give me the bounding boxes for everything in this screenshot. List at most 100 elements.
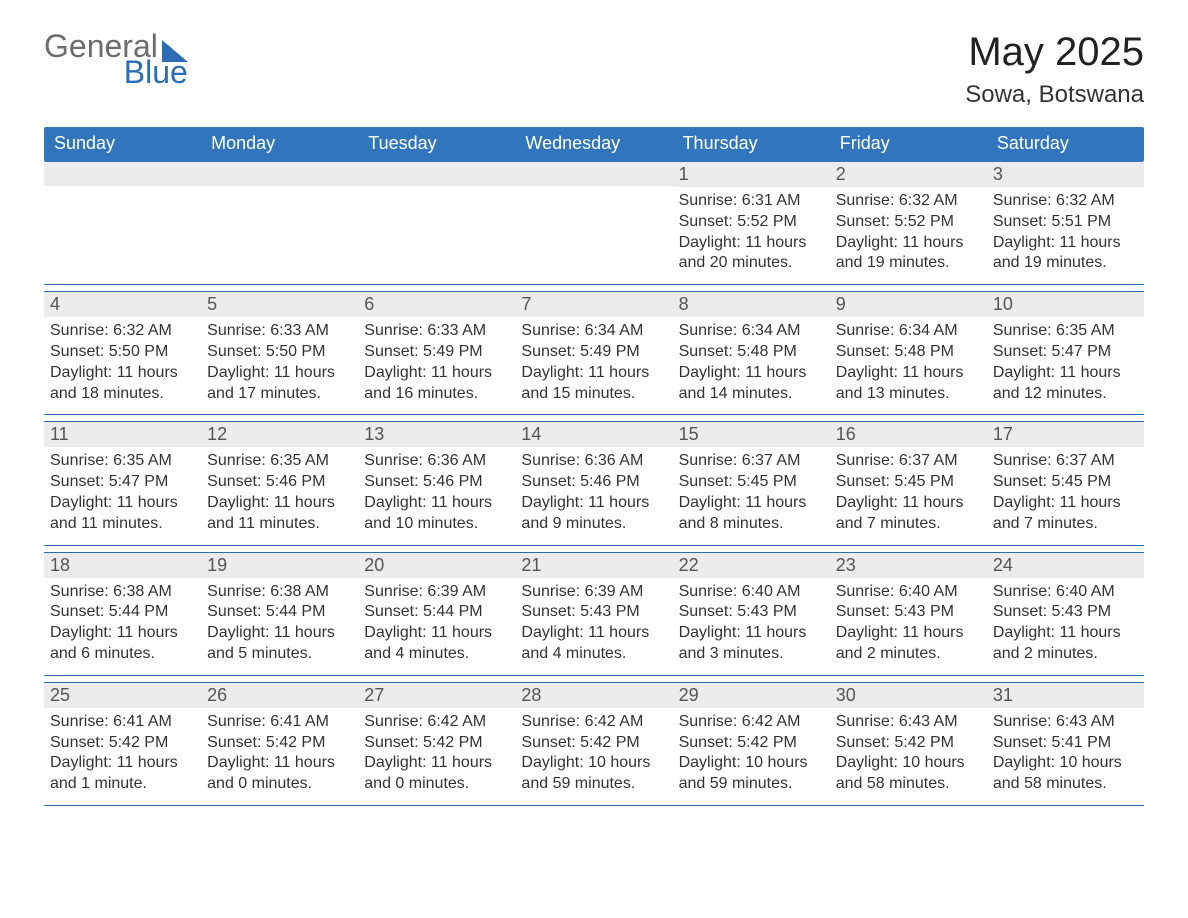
sunrise-text: Sunrise: 6:40 AM	[679, 582, 824, 603]
calendar-cell: 23Sunrise: 6:40 AMSunset: 5:43 PMDayligh…	[830, 553, 987, 675]
date-number: 31	[987, 683, 1144, 708]
day-details: Sunrise: 6:33 AMSunset: 5:49 PMDaylight:…	[358, 317, 515, 404]
daylight-text: Daylight: 10 hours and 58 minutes.	[836, 753, 981, 795]
date-number: 7	[515, 292, 672, 317]
daylight-text: Daylight: 11 hours and 11 minutes.	[50, 493, 195, 535]
daylight-text: Daylight: 10 hours and 58 minutes.	[993, 753, 1138, 795]
logo: General Blue	[44, 30, 188, 88]
sunrise-text: Sunrise: 6:35 AM	[207, 451, 352, 472]
day-details: Sunrise: 6:32 AMSunset: 5:50 PMDaylight:…	[44, 317, 201, 404]
daylight-text: Daylight: 11 hours and 2 minutes.	[993, 623, 1138, 665]
sunset-text: Sunset: 5:44 PM	[207, 602, 352, 623]
calendar-week: 25Sunrise: 6:41 AMSunset: 5:42 PMDayligh…	[44, 682, 1144, 806]
sunset-text: Sunset: 5:42 PM	[364, 733, 509, 754]
daylight-text: Daylight: 11 hours and 0 minutes.	[364, 753, 509, 795]
sunset-text: Sunset: 5:44 PM	[364, 602, 509, 623]
date-number: 14	[515, 422, 672, 447]
daylight-text: Daylight: 11 hours and 10 minutes.	[364, 493, 509, 535]
day-details: Sunrise: 6:34 AMSunset: 5:48 PMDaylight:…	[673, 317, 830, 404]
calendar-cell: 8Sunrise: 6:34 AMSunset: 5:48 PMDaylight…	[673, 292, 830, 414]
page-subtitle: Sowa, Botswana	[965, 81, 1144, 109]
sunset-text: Sunset: 5:45 PM	[679, 472, 824, 493]
sunset-text: Sunset: 5:49 PM	[364, 342, 509, 363]
daylight-text: Daylight: 11 hours and 0 minutes.	[207, 753, 352, 795]
day-details: Sunrise: 6:40 AMSunset: 5:43 PMDaylight:…	[830, 578, 987, 665]
day-details: Sunrise: 6:38 AMSunset: 5:44 PMDaylight:…	[201, 578, 358, 665]
daylight-text: Daylight: 11 hours and 6 minutes.	[50, 623, 195, 665]
sunrise-text: Sunrise: 6:37 AM	[836, 451, 981, 472]
date-number: 27	[358, 683, 515, 708]
sunset-text: Sunset: 5:46 PM	[207, 472, 352, 493]
sunrise-text: Sunrise: 6:36 AM	[521, 451, 666, 472]
daylight-text: Daylight: 11 hours and 1 minute.	[50, 753, 195, 795]
sunset-text: Sunset: 5:45 PM	[836, 472, 981, 493]
daylight-text: Daylight: 11 hours and 7 minutes.	[993, 493, 1138, 535]
sunrise-text: Sunrise: 6:34 AM	[679, 321, 824, 342]
sunrise-text: Sunrise: 6:40 AM	[836, 582, 981, 603]
sunrise-text: Sunrise: 6:41 AM	[50, 712, 195, 733]
calendar-cell	[358, 162, 515, 284]
sunset-text: Sunset: 5:46 PM	[521, 472, 666, 493]
weekday-header-row: Sunday Monday Tuesday Wednesday Thursday…	[44, 127, 1144, 162]
sunrise-text: Sunrise: 6:42 AM	[521, 712, 666, 733]
date-number: 30	[830, 683, 987, 708]
calendar-cell	[515, 162, 672, 284]
date-number: 25	[44, 683, 201, 708]
daylight-text: Daylight: 11 hours and 15 minutes.	[521, 363, 666, 405]
calendar-cell	[201, 162, 358, 284]
sunrise-text: Sunrise: 6:33 AM	[364, 321, 509, 342]
day-details: Sunrise: 6:35 AMSunset: 5:47 PMDaylight:…	[987, 317, 1144, 404]
weekday-header: Wednesday	[515, 127, 672, 162]
calendar-cell: 4Sunrise: 6:32 AMSunset: 5:50 PMDaylight…	[44, 292, 201, 414]
sunset-text: Sunset: 5:42 PM	[521, 733, 666, 754]
date-number: 12	[201, 422, 358, 447]
date-number	[44, 162, 201, 186]
day-details: Sunrise: 6:32 AMSunset: 5:52 PMDaylight:…	[830, 187, 987, 274]
sunrise-text: Sunrise: 6:39 AM	[521, 582, 666, 603]
sunrise-text: Sunrise: 6:32 AM	[993, 191, 1138, 212]
calendar: Sunday Monday Tuesday Wednesday Thursday…	[44, 127, 1144, 806]
date-number: 10	[987, 292, 1144, 317]
date-number: 22	[673, 553, 830, 578]
sunset-text: Sunset: 5:52 PM	[836, 212, 981, 233]
day-details	[44, 186, 201, 266]
sunrise-text: Sunrise: 6:35 AM	[993, 321, 1138, 342]
sunrise-text: Sunrise: 6:38 AM	[50, 582, 195, 603]
calendar-cell: 17Sunrise: 6:37 AMSunset: 5:45 PMDayligh…	[987, 422, 1144, 544]
calendar-cell: 10Sunrise: 6:35 AMSunset: 5:47 PMDayligh…	[987, 292, 1144, 414]
weekday-header: Thursday	[673, 127, 830, 162]
calendar-cell: 30Sunrise: 6:43 AMSunset: 5:42 PMDayligh…	[830, 683, 987, 805]
sunrise-text: Sunrise: 6:37 AM	[679, 451, 824, 472]
day-details: Sunrise: 6:32 AMSunset: 5:51 PMDaylight:…	[987, 187, 1144, 274]
day-details: Sunrise: 6:40 AMSunset: 5:43 PMDaylight:…	[673, 578, 830, 665]
daylight-text: Daylight: 11 hours and 12 minutes.	[993, 363, 1138, 405]
sunset-text: Sunset: 5:42 PM	[836, 733, 981, 754]
calendar-cell: 27Sunrise: 6:42 AMSunset: 5:42 PMDayligh…	[358, 683, 515, 805]
sunrise-text: Sunrise: 6:34 AM	[521, 321, 666, 342]
calendar-cell: 22Sunrise: 6:40 AMSunset: 5:43 PMDayligh…	[673, 553, 830, 675]
sunrise-text: Sunrise: 6:42 AM	[679, 712, 824, 733]
sunrise-text: Sunrise: 6:39 AM	[364, 582, 509, 603]
daylight-text: Daylight: 10 hours and 59 minutes.	[679, 753, 824, 795]
weekday-header: Monday	[201, 127, 358, 162]
sunset-text: Sunset: 5:51 PM	[993, 212, 1138, 233]
day-details	[201, 186, 358, 266]
day-details: Sunrise: 6:42 AMSunset: 5:42 PMDaylight:…	[673, 708, 830, 795]
sunset-text: Sunset: 5:43 PM	[521, 602, 666, 623]
date-number	[358, 162, 515, 186]
daylight-text: Daylight: 10 hours and 59 minutes.	[521, 753, 666, 795]
calendar-cell: 1Sunrise: 6:31 AMSunset: 5:52 PMDaylight…	[673, 162, 830, 284]
calendar-cell: 29Sunrise: 6:42 AMSunset: 5:42 PMDayligh…	[673, 683, 830, 805]
calendar-week: 18Sunrise: 6:38 AMSunset: 5:44 PMDayligh…	[44, 552, 1144, 676]
date-number: 16	[830, 422, 987, 447]
sunset-text: Sunset: 5:42 PM	[50, 733, 195, 754]
sunset-text: Sunset: 5:47 PM	[993, 342, 1138, 363]
date-number: 20	[358, 553, 515, 578]
daylight-text: Daylight: 11 hours and 4 minutes.	[521, 623, 666, 665]
date-number: 29	[673, 683, 830, 708]
calendar-cell: 20Sunrise: 6:39 AMSunset: 5:44 PMDayligh…	[358, 553, 515, 675]
sunset-text: Sunset: 5:43 PM	[679, 602, 824, 623]
calendar-cell: 12Sunrise: 6:35 AMSunset: 5:46 PMDayligh…	[201, 422, 358, 544]
calendar-cell: 21Sunrise: 6:39 AMSunset: 5:43 PMDayligh…	[515, 553, 672, 675]
calendar-cell: 15Sunrise: 6:37 AMSunset: 5:45 PMDayligh…	[673, 422, 830, 544]
